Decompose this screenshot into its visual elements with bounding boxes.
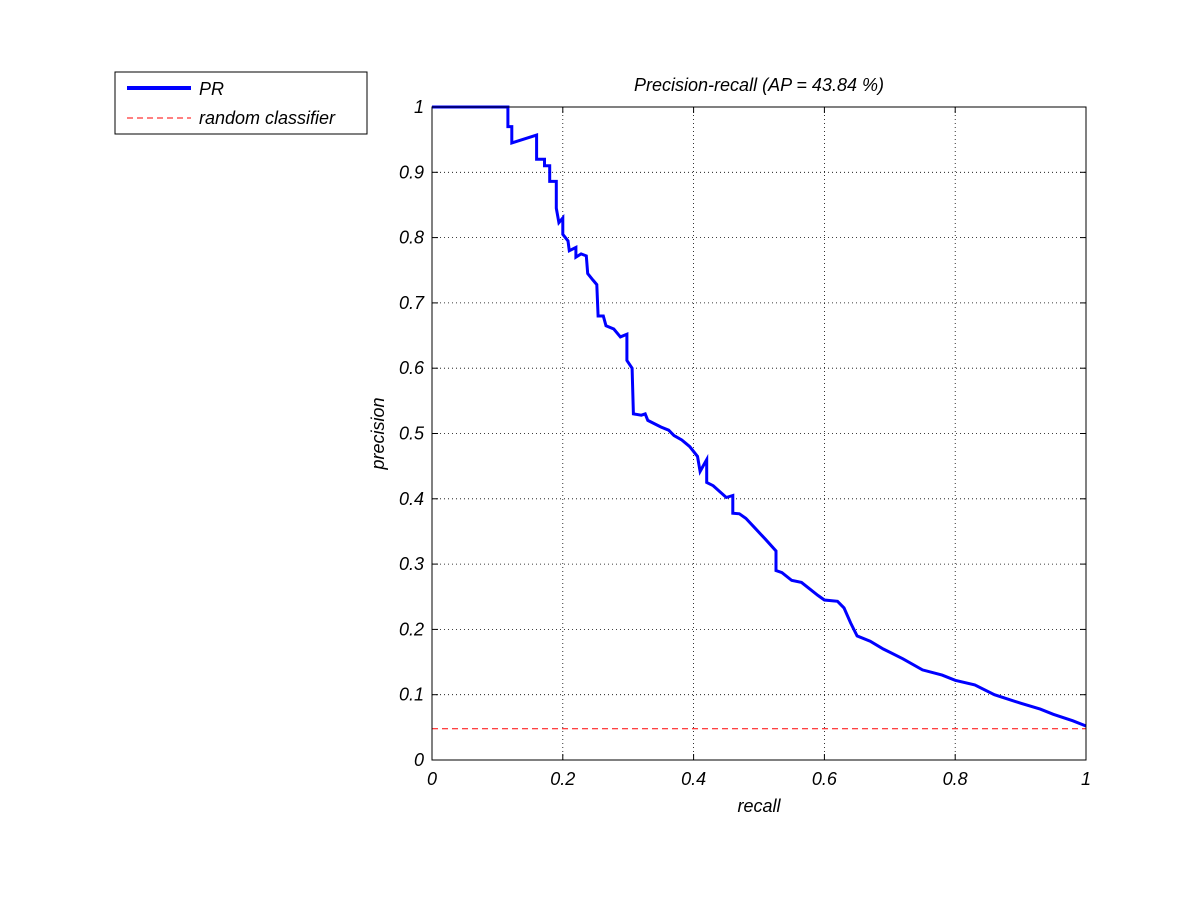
x-tick-label: 0.2 xyxy=(550,769,575,789)
legend-label-pr: PR xyxy=(199,79,224,99)
y-tick-label: 0.4 xyxy=(399,489,424,509)
y-tick-label: 0.1 xyxy=(399,685,424,705)
y-axis-title: precision xyxy=(368,397,388,470)
legend-label-random: random classifier xyxy=(199,108,336,128)
x-tick-label: 0.8 xyxy=(943,769,968,789)
x-axis-title: recall xyxy=(737,796,781,816)
chart-title: Precision-recall (AP = 43.84 %) xyxy=(634,75,884,95)
y-tick-label: 0.6 xyxy=(399,358,425,378)
y-tick-label: 0.3 xyxy=(399,554,424,574)
y-tick-label: 0.8 xyxy=(399,228,424,248)
grid xyxy=(432,107,1086,760)
y-tick-label: 0.9 xyxy=(399,162,424,182)
y-tick-label: 0.5 xyxy=(399,424,425,444)
x-tick-label: 0.4 xyxy=(681,769,706,789)
legend: PR random classifier xyxy=(114,71,368,135)
x-tick-label: 1 xyxy=(1081,769,1091,789)
ticks: 0 0.2 0.4 0.6 0.8 1 0 0.1 0.2 0.3 0.4 0.5 0.6 0.7 0.8 0… xyxy=(399,97,1091,789)
x-tick-label: 0.6 xyxy=(812,769,838,789)
y-tick-label: 0 xyxy=(414,750,424,770)
y-tick-label: 1 xyxy=(414,97,424,117)
y-tick-label: 0.7 xyxy=(399,293,425,313)
series-layer xyxy=(432,105,1087,730)
series-line-pr xyxy=(432,105,1087,728)
legend-box xyxy=(114,71,368,135)
x-tick-label: 0 xyxy=(427,769,437,789)
y-tick-label: 0.2 xyxy=(399,619,424,639)
